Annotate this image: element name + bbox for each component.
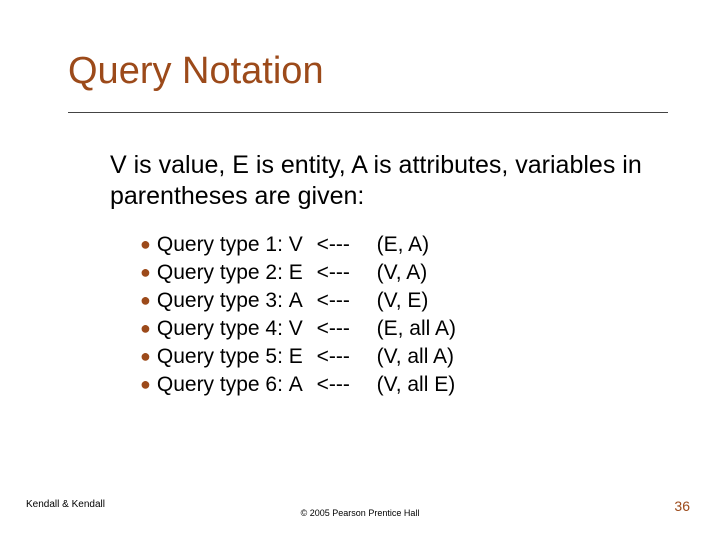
slide-title: Query Notation	[68, 50, 324, 93]
query-arrow: <---	[311, 261, 371, 285]
list-item: ● Query type 3: A <--- (V, E)	[140, 289, 640, 313]
list-item: ● Query type 6: A <--- (V, all E)	[140, 373, 640, 397]
query-paren: (E, A)	[371, 233, 429, 257]
query-paren: (E, all A)	[371, 317, 456, 341]
slide: Query Notation V is value, E is entity, …	[0, 0, 720, 540]
bullet-icon: ●	[140, 319, 151, 337]
query-arrow: <---	[311, 317, 371, 341]
query-paren: (V, all A)	[371, 345, 454, 369]
query-arrow: <---	[311, 289, 371, 313]
query-letter: A	[289, 373, 311, 397]
query-letter: V	[289, 317, 311, 341]
bullet-icon: ●	[140, 235, 151, 253]
query-list: ● Query type 1: V <--- (E, A) ● Query ty…	[140, 233, 640, 401]
intro-text: V is value, E is entity, A is attributes…	[110, 150, 655, 213]
bullet-icon: ●	[140, 263, 151, 281]
query-letter: E	[289, 261, 311, 285]
query-arrow: <---	[311, 233, 371, 257]
query-letter: V	[289, 233, 311, 257]
bullet-icon: ●	[140, 347, 151, 365]
list-item: ● Query type 1: V <--- (E, A)	[140, 233, 640, 257]
query-paren: (V, A)	[371, 261, 427, 285]
query-arrow: <---	[311, 373, 371, 397]
query-paren: (V, all E)	[371, 373, 455, 397]
footer-copyright: © 2005 Pearson Prentice Hall	[0, 508, 720, 518]
query-label: Query type 3:	[157, 289, 289, 313]
page-number: 36	[674, 498, 690, 514]
query-label: Query type 5:	[157, 345, 289, 369]
list-item: ● Query type 4: V <--- (E, all A)	[140, 317, 640, 341]
list-item: ● Query type 5: E <--- (V, all A)	[140, 345, 640, 369]
bullet-icon: ●	[140, 291, 151, 309]
query-label: Query type 6:	[157, 373, 289, 397]
query-arrow: <---	[311, 345, 371, 369]
query-label: Query type 1:	[157, 233, 289, 257]
query-paren: (V, E)	[371, 289, 429, 313]
title-rule	[68, 112, 668, 113]
query-letter: A	[289, 289, 311, 313]
query-label: Query type 2:	[157, 261, 289, 285]
query-letter: E	[289, 345, 311, 369]
list-item: ● Query type 2: E <--- (V, A)	[140, 261, 640, 285]
bullet-icon: ●	[140, 375, 151, 393]
query-label: Query type 4:	[157, 317, 289, 341]
